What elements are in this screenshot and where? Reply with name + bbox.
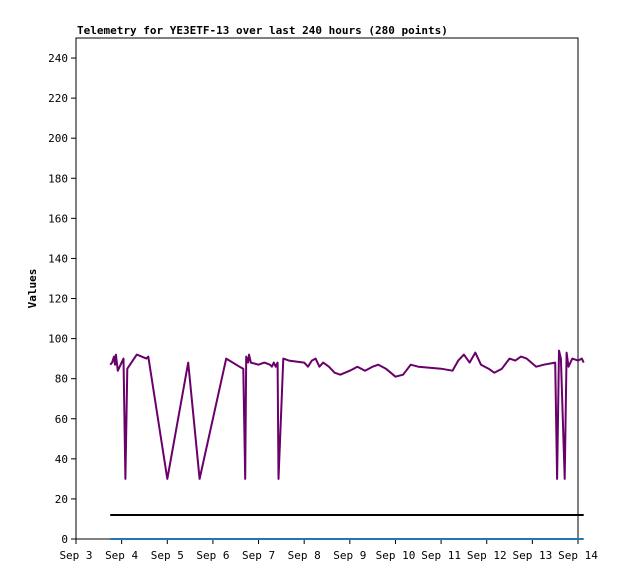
y-tick-label: 240 [48,52,68,65]
y-tick-label: 120 [48,293,68,306]
y-tick-label: 220 [48,92,68,105]
x-tick-label: Sep 13 [512,549,552,562]
x-tick-label: Sep 11 [421,549,461,562]
y-tick-label: 60 [55,413,68,426]
plot-frame [75,37,579,540]
y-tick-label: 20 [55,493,68,506]
chart-title: Telemetry for YE3ETF-13 over last 240 ho… [77,24,448,37]
x-tick-label: Sep 5 [151,549,184,562]
x-tick-label: Sep 7 [242,549,275,562]
x-tick-label: Sep 10 [376,549,416,562]
x-tick-label: Sep 8 [288,549,321,562]
y-tick-label: 180 [48,172,68,185]
x-tick-label: Sep 6 [196,549,229,562]
y-tick-label: 0 [61,533,68,546]
x-tick-label: Sep 3 [59,549,92,562]
x-tick-label: Sep 12 [467,549,507,562]
y-tick-label: 140 [48,252,68,265]
y-tick-label: 200 [48,132,68,145]
x-tick-label: Sep 9 [333,549,366,562]
x-tick-label: Sep 14 [558,549,598,562]
y-tick-label: 40 [55,453,68,466]
y-tick-label: 100 [48,333,68,346]
y-axis-label: Values [26,269,39,309]
x-tick-label: Sep 4 [105,549,138,562]
y-tick-label: 160 [48,212,68,225]
series-line-0 [109,349,585,480]
y-tick-label: 80 [55,373,68,386]
